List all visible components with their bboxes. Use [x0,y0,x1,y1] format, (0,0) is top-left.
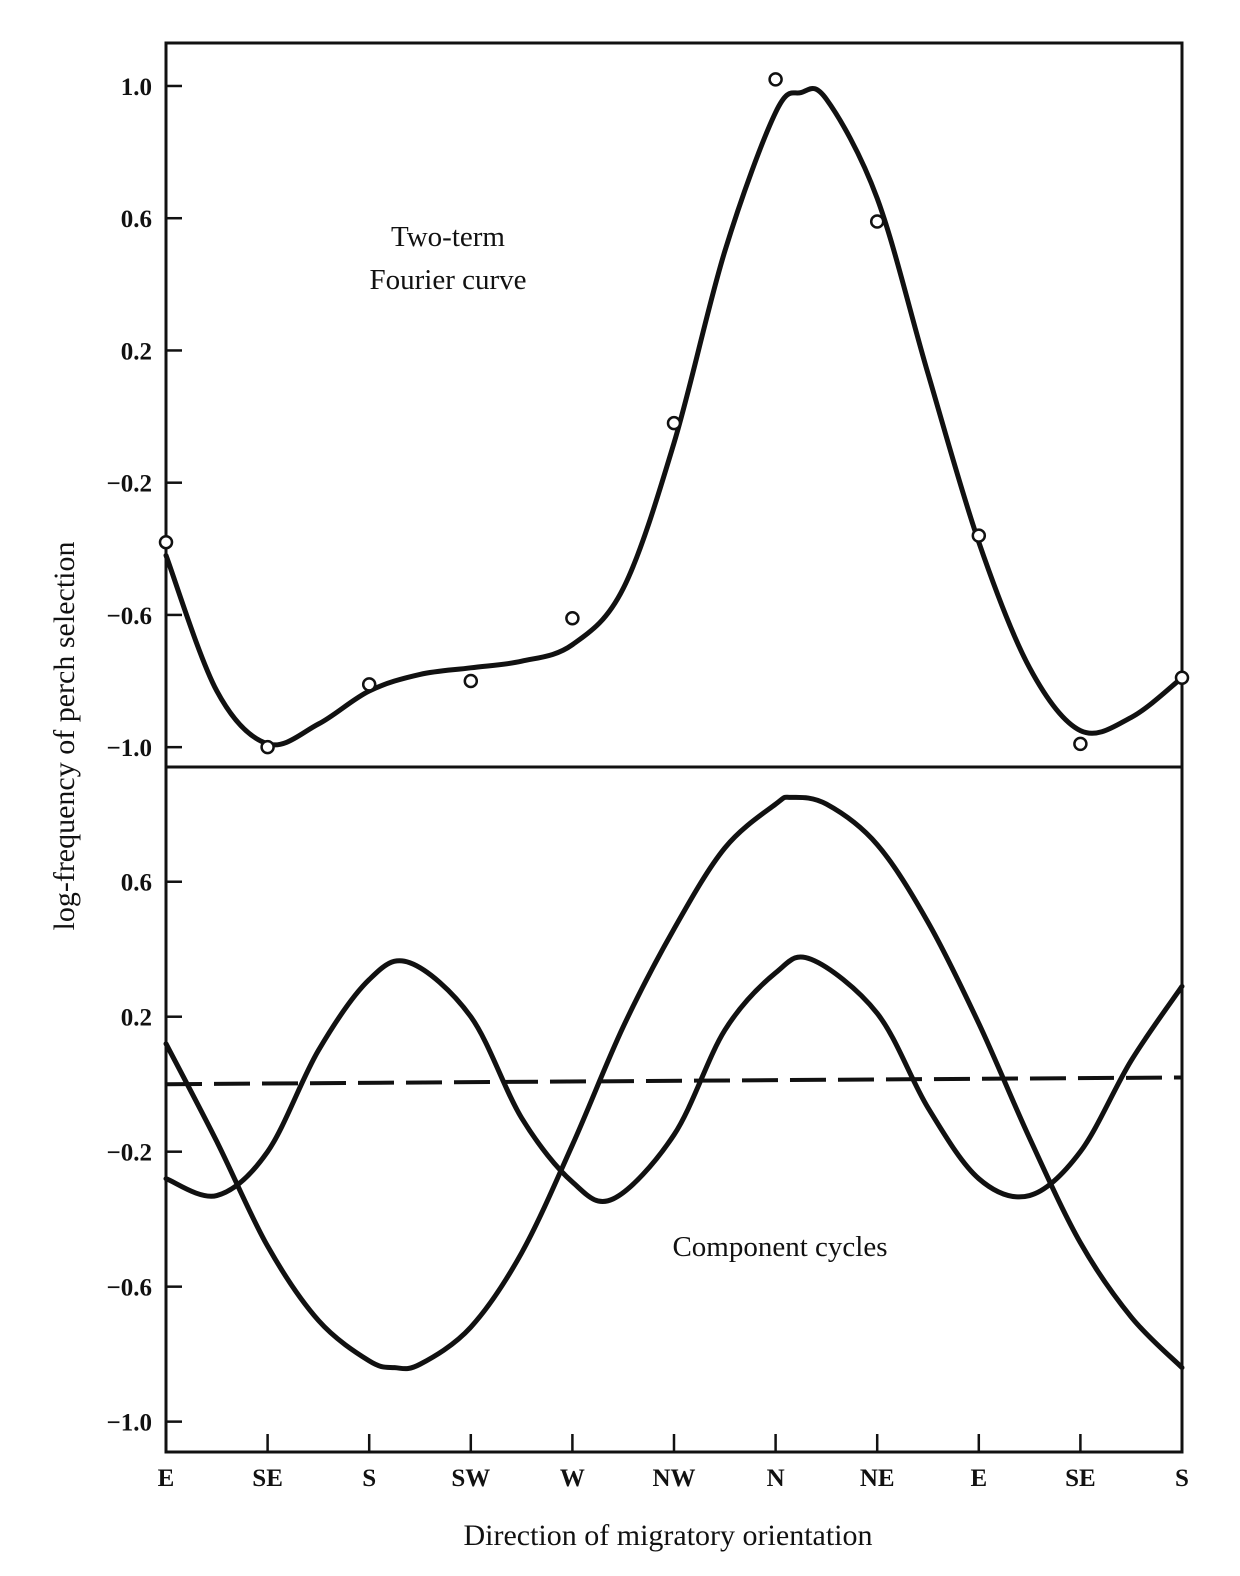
bottom-y-tick-label: −0.2 [107,1140,153,1167]
x-tick-label: SW [451,1465,490,1492]
x-tick-label: E [970,1465,987,1492]
observed-point [1174,670,1190,685]
baseline-dashed-line [165,1075,1183,1087]
top-y-tick-label: −0.6 [107,603,153,630]
fitted-fourier-curve [163,85,1185,748]
x-tick-label: W [560,1465,585,1492]
top-panel-frame [164,41,1184,769]
y-axis-title: log-frequency of perch selection [48,542,81,931]
observed-point [768,72,783,87]
component-cycle-2 [163,954,1185,1204]
observed-point [158,534,174,550]
x-axis-title: Direction of migratory orientation [463,1519,872,1552]
top-annotation-line2: Fourier curve [369,264,526,296]
observed-point [971,528,987,543]
chart-marks: 1.0 0.6 0.2 −0.2 −0.6 −1.0 0.6 0.2 −0.2 −0.6 −1.0 E… [107,72,1190,1492]
observed-point [463,673,479,689]
bottom-y-tick-label: 0.6 [121,870,152,897]
observed-point [666,415,682,431]
top-y-tick-label: 0.2 [121,338,152,365]
bottom-y-tick-label: 0.2 [121,1005,152,1032]
x-tick-label: S [1175,1465,1189,1492]
x-tick-label: E [158,1465,175,1492]
bottom-annotation: Component cycles [672,1231,887,1263]
bottom-y-tick-label: −0.6 [107,1275,153,1302]
observed-point [361,677,377,692]
x-tick-label: NW [652,1465,695,1492]
top-y-tick-label: −1.0 [107,735,153,762]
top-y-tick-label: −0.2 [107,471,153,498]
top-y-tick-label: 0.6 [121,206,152,233]
observed-point [1073,736,1088,752]
observed-point [565,610,580,626]
x-tick-label: SE [252,1465,283,1492]
x-tick-label: S [362,1465,376,1492]
x-tick-label: SE [1065,1465,1096,1492]
top-y-tick-label: 1.0 [121,74,152,101]
x-tick-label: N [767,1465,785,1492]
bottom-panel-frame [164,765,1184,1454]
top-annotation-line1: Two-term [391,221,505,253]
x-tick-label: NE [860,1465,895,1492]
observed-point [260,739,275,755]
observed-point [869,214,885,229]
bottom-y-tick-label: −1.0 [107,1410,153,1437]
